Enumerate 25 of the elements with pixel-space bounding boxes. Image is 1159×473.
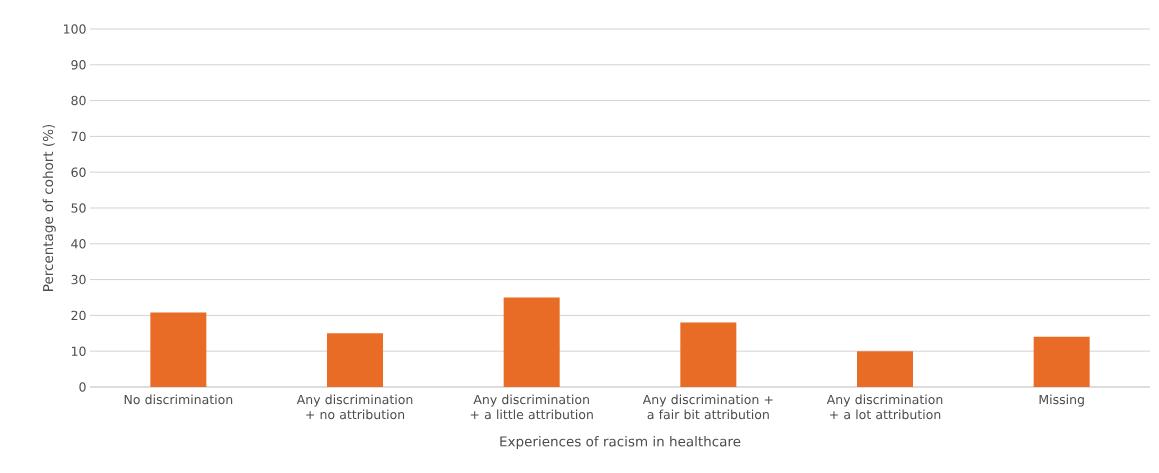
bar [680, 322, 737, 387]
y-tick-label: 60 [71, 167, 86, 177]
y-tick-label: 10 [71, 346, 86, 356]
bar [1033, 336, 1090, 387]
y-tick-label: 90 [71, 60, 86, 70]
y-tick-label: 20 [71, 310, 86, 321]
x-tick-label: Any discrimination + no attribution [296, 394, 413, 420]
y-tick-label: 70 [71, 131, 86, 142]
bar [327, 333, 384, 387]
y-tick-label: 50 [71, 203, 86, 213]
bar [503, 297, 560, 387]
x-axis-title: Experiences of racism in healthcare [500, 436, 741, 450]
y-tick-label: 0 [79, 382, 86, 392]
y-tick-label: 40 [71, 239, 86, 249]
bar [857, 351, 913, 387]
x-tick-label: Missing [1039, 394, 1084, 407]
x-tick-label: Any discrimination + a fair bit attribution [642, 394, 773, 420]
x-tick-label: Any discrimination + a little attribution [470, 394, 593, 420]
x-tick-label: No discrimination [124, 394, 233, 405]
x-tick-label: Any discrimination + a lot attribution [826, 394, 943, 420]
y-tick-label: 30 [71, 274, 86, 285]
y-tick-label: 80 [71, 95, 86, 106]
y-tick-label: 100 [64, 24, 86, 34]
y-axis-title: Percentage of cohort (%) [42, 124, 56, 291]
bar [150, 312, 207, 387]
